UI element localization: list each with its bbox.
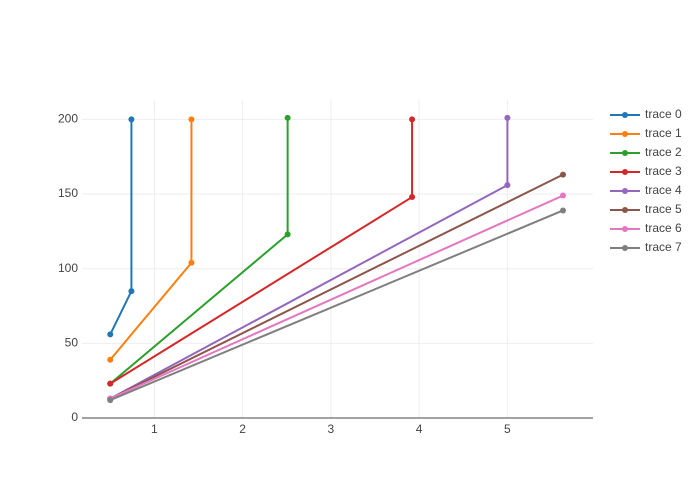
marker bbox=[107, 397, 114, 404]
y-tick-label: 50 bbox=[65, 336, 79, 350]
marker bbox=[107, 356, 114, 363]
x-tick-label: 2 bbox=[239, 422, 246, 436]
marker bbox=[284, 114, 291, 121]
marker bbox=[128, 116, 135, 123]
legend-marker bbox=[622, 150, 628, 156]
line bbox=[109, 119, 133, 335]
legend-marker bbox=[622, 226, 628, 232]
legend-label: trace 6 bbox=[645, 221, 682, 235]
marker bbox=[559, 192, 566, 199]
line bbox=[109, 173, 564, 400]
legend-marker bbox=[622, 207, 628, 213]
legend-marker bbox=[622, 169, 628, 175]
legend-label: trace 5 bbox=[645, 202, 682, 216]
x-tick-label: 4 bbox=[416, 422, 423, 436]
marker bbox=[409, 194, 416, 201]
y-tick-label: 0 bbox=[71, 410, 78, 424]
x-tick-label: 5 bbox=[504, 422, 511, 436]
legend-marker bbox=[622, 188, 628, 194]
legend-label: trace 2 bbox=[645, 145, 682, 159]
y-tick-label: 150 bbox=[58, 186, 78, 200]
legend-marker bbox=[622, 245, 628, 251]
marker bbox=[188, 259, 195, 266]
y-tick-label: 100 bbox=[58, 261, 78, 275]
line bbox=[109, 119, 414, 385]
line bbox=[109, 194, 564, 400]
legend-label: trace 7 bbox=[645, 240, 682, 254]
legend-marker bbox=[622, 131, 628, 137]
x-tick-label: 1 bbox=[151, 422, 158, 436]
line bbox=[109, 209, 564, 402]
marker bbox=[409, 116, 416, 123]
legend-label: trace 4 bbox=[645, 183, 682, 197]
legend-label: trace 0 bbox=[645, 107, 682, 121]
line bbox=[109, 119, 193, 361]
marker bbox=[107, 331, 114, 338]
marker bbox=[559, 207, 566, 214]
x-tick-label: 3 bbox=[328, 422, 335, 436]
marker bbox=[504, 114, 511, 121]
legend-label: trace 3 bbox=[645, 164, 682, 178]
legend-label: trace 1 bbox=[645, 126, 682, 140]
marker bbox=[107, 380, 114, 387]
marker bbox=[504, 182, 511, 189]
marker bbox=[284, 231, 291, 238]
marker bbox=[559, 171, 566, 178]
marker bbox=[188, 116, 195, 123]
y-tick-label: 200 bbox=[58, 112, 78, 126]
marker bbox=[128, 288, 135, 295]
legend-marker bbox=[622, 112, 628, 118]
